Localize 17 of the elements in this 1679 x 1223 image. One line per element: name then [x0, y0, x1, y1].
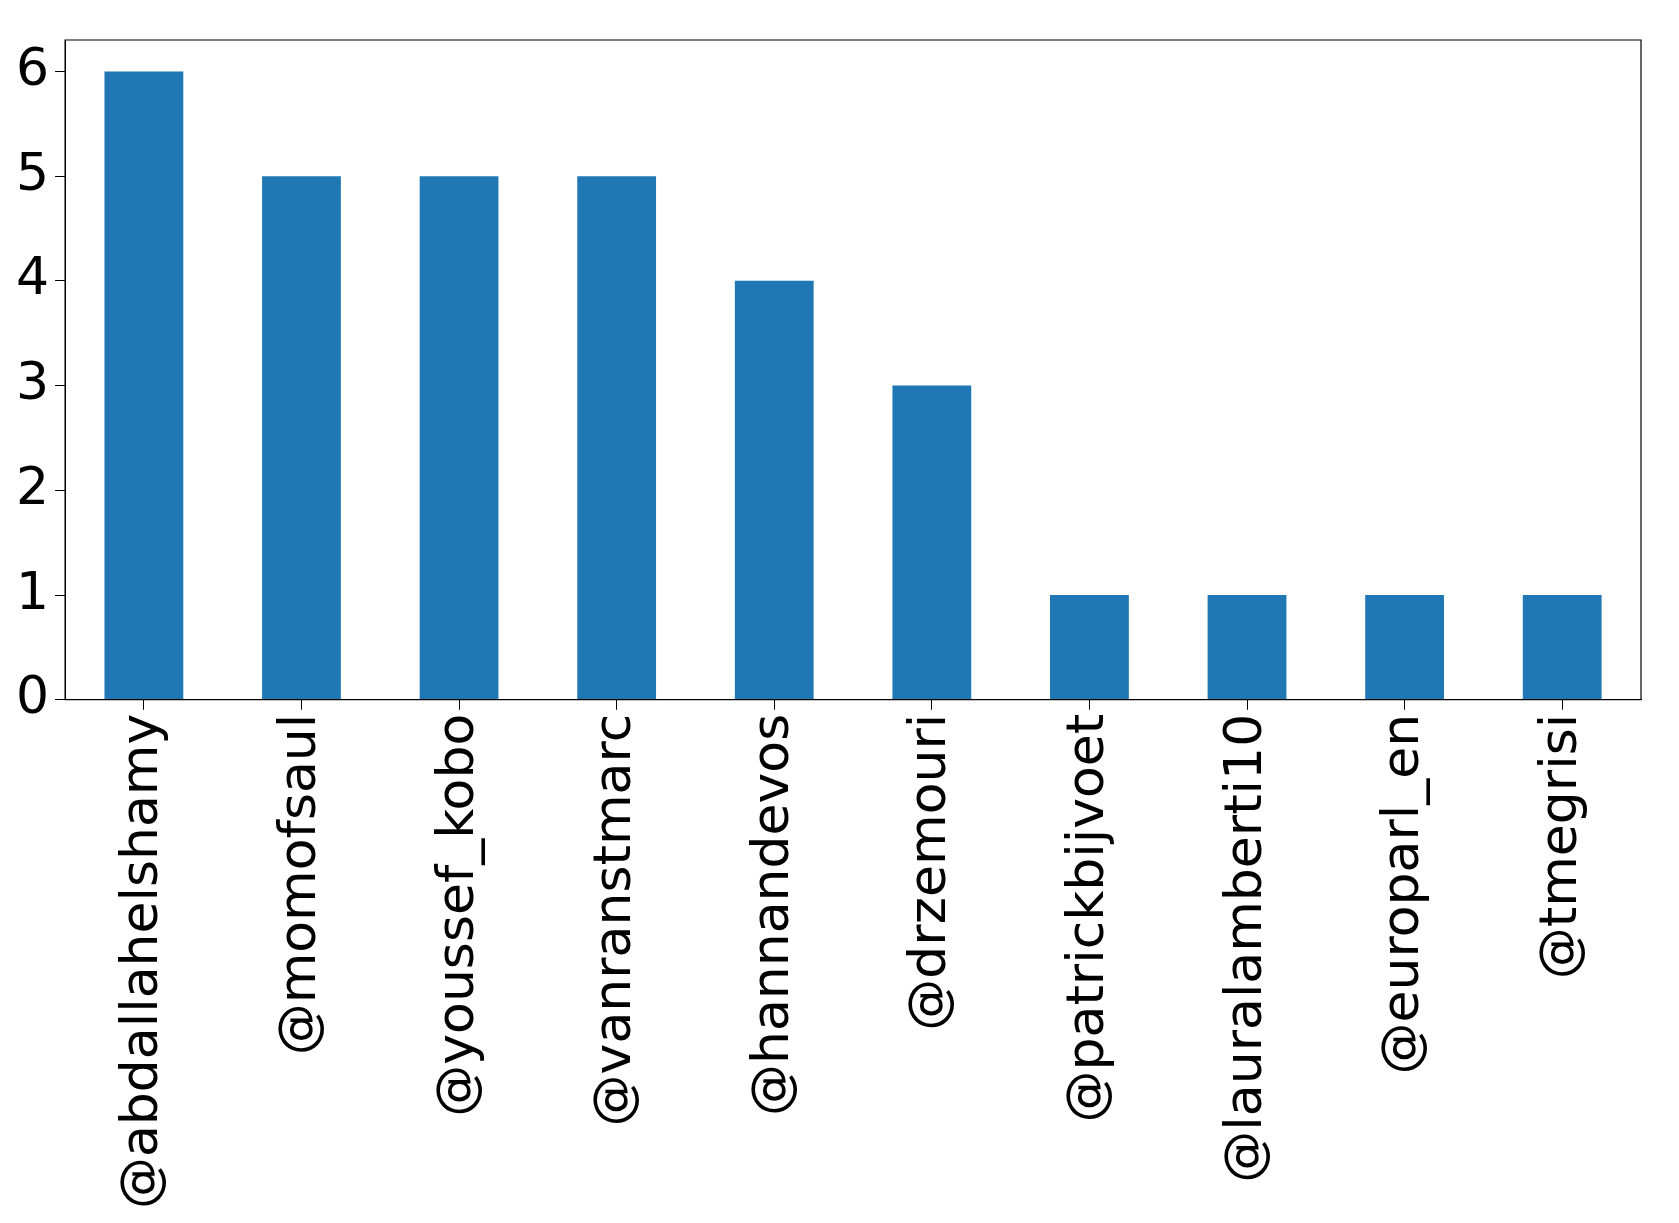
y-tick-label: 5 — [15, 141, 50, 202]
x-tick-label: @vanranstmarc — [582, 713, 643, 1127]
y-tick-label: 6 — [15, 36, 50, 97]
x-tick-label: @patrickbijvoet — [1054, 713, 1115, 1123]
y-tick-label: 3 — [15, 351, 50, 412]
x-tick-label: @hannandevos — [739, 713, 800, 1117]
x-tick-label: @drzemouri — [897, 713, 958, 1031]
x-tick-label: @europarl_en — [1370, 713, 1431, 1075]
x-tick-label: @momofsaul — [266, 713, 327, 1056]
y-tick-label: 1 — [15, 560, 50, 621]
x-tick-label: @abdallahelshamy — [109, 713, 170, 1210]
x-tick-label: @youssef_kobo — [424, 713, 485, 1117]
y-tick-label: 4 — [15, 246, 50, 307]
x-tick-label: @lauralamberti10 — [1212, 713, 1273, 1183]
y-tick-label: 2 — [15, 455, 50, 516]
y-tick-label: 0 — [15, 665, 50, 726]
x-tick-label: @tmegrisi — [1527, 713, 1588, 980]
